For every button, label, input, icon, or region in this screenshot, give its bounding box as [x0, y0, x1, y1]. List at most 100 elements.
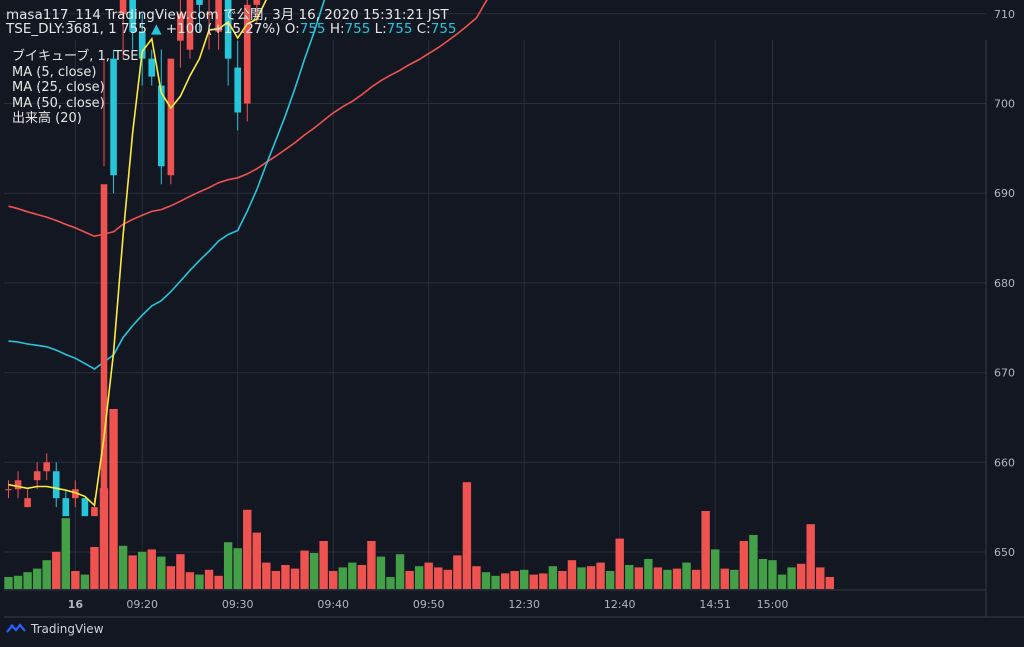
volume-bar	[52, 551, 61, 589]
volume-bar	[223, 542, 233, 589]
study-main-series[interactable]: ブイキューブ, 1, TSE	[12, 49, 139, 64]
volume-bar	[338, 567, 347, 589]
volume-bar	[243, 509, 252, 589]
x-tick-label: 16	[68, 598, 84, 611]
volume-bar	[481, 572, 491, 589]
tradingview-logo-icon	[6, 623, 26, 633]
ma50-line	[8, 0, 488, 238]
y-tick-label: 690	[994, 187, 1015, 200]
volume-bar	[23, 572, 32, 589]
up-arrow-icon: ▲	[151, 21, 162, 37]
ma25-line	[8, 0, 326, 370]
volume-bar	[233, 548, 242, 589]
volume-bar	[672, 568, 682, 589]
volume-bar	[376, 556, 386, 589]
symbol-legend: TSE_DLY:3681, 1 755 ▲ +100 (+15.27%) O:7…	[6, 21, 457, 37]
tradingview-brand[interactable]: TradingView	[6, 622, 104, 636]
volume-bar	[262, 562, 271, 589]
volume-bar	[128, 555, 137, 589]
candle-body	[186, 0, 194, 50]
candle-body	[62, 498, 70, 517]
volume-bar	[166, 566, 176, 589]
volume-bar	[176, 554, 185, 589]
volume-bar	[720, 568, 729, 589]
volume-bar	[596, 562, 605, 589]
study-ma25[interactable]: MA (25, close)	[12, 80, 105, 95]
volume-bar	[777, 574, 787, 589]
candle-body	[129, 0, 136, 32]
volume-bar	[357, 565, 367, 589]
low-value: 755	[386, 21, 413, 37]
study-ma5[interactable]: MA (5, close)	[12, 64, 97, 80]
volume-bar	[749, 535, 758, 589]
candle-body	[215, 0, 222, 32]
volume-bar	[491, 575, 500, 589]
volume-bar	[147, 549, 156, 589]
volume-bar	[13, 575, 23, 589]
candle-body	[234, 67, 241, 113]
volume-bar	[204, 569, 214, 589]
volume-bar	[806, 524, 815, 589]
y-tick-label: 670	[994, 367, 1015, 380]
volume-bar	[510, 571, 519, 589]
volume-bar	[271, 571, 281, 589]
candle-body	[72, 489, 79, 499]
volume-bar	[185, 572, 195, 589]
volume-bar	[682, 562, 691, 589]
y-tick-label: 680	[994, 277, 1015, 290]
volume-bar	[309, 553, 319, 589]
candle-body	[253, 0, 261, 5]
candle-body	[110, 58, 117, 176]
close-value: 755	[430, 21, 457, 37]
candle-body	[91, 507, 98, 517]
candle-body	[243, 4, 251, 104]
volume-bar	[99, 488, 109, 589]
candle-body	[33, 471, 41, 481]
x-tick-label: 09:50	[413, 598, 445, 611]
volume-bar	[787, 567, 796, 589]
candle-body	[5, 489, 12, 491]
x-tick-label: 12:40	[604, 598, 636, 611]
candle-body	[196, 0, 203, 5]
volume-bar	[758, 559, 768, 589]
high-value: 755	[344, 21, 371, 37]
candle-body	[205, 13, 213, 15]
x-tick-label: 14:51	[699, 598, 731, 611]
ma5-path	[8, 0, 267, 508]
volume-bar	[453, 555, 462, 589]
candle-body	[43, 462, 50, 472]
y-tick-label: 710	[994, 8, 1015, 21]
brand-name: TradingView	[31, 622, 104, 636]
candle-body	[148, 58, 156, 77]
candle-body	[14, 480, 22, 490]
volume-bar	[90, 547, 99, 589]
candle-body	[167, 58, 175, 176]
candle-body	[24, 498, 31, 508]
ma25-path	[8, 0, 326, 370]
volume-bar	[252, 532, 261, 589]
volume-bar	[214, 575, 223, 589]
volume-bar	[520, 569, 529, 589]
volume-bar	[605, 571, 615, 589]
candle-body	[100, 184, 108, 508]
candle-body	[158, 85, 165, 167]
y-tick-label: 660	[994, 456, 1015, 469]
volume-bar	[529, 574, 538, 589]
x-tick-label: 15:00	[757, 598, 789, 611]
publish-title: masa117_114 TradingView.com で公開, 3月 16, …	[6, 7, 449, 23]
volume-bar	[395, 554, 405, 589]
volume-bar	[61, 518, 70, 589]
volume-bar	[701, 511, 710, 589]
volume-bar	[195, 574, 204, 589]
volume-bar	[109, 409, 118, 589]
study-volume[interactable]: 出来高 (20)	[12, 111, 82, 126]
high-label: H:	[329, 21, 345, 37]
symbol-info[interactable]: TSE_DLY:3681, 1 755	[6, 21, 147, 37]
volume-bar	[367, 541, 376, 589]
volume-bar	[32, 568, 42, 589]
study-ma50[interactable]: MA (50, close)	[12, 95, 105, 111]
volume-bar	[500, 573, 510, 589]
x-tick-label: 12:30	[508, 598, 540, 611]
